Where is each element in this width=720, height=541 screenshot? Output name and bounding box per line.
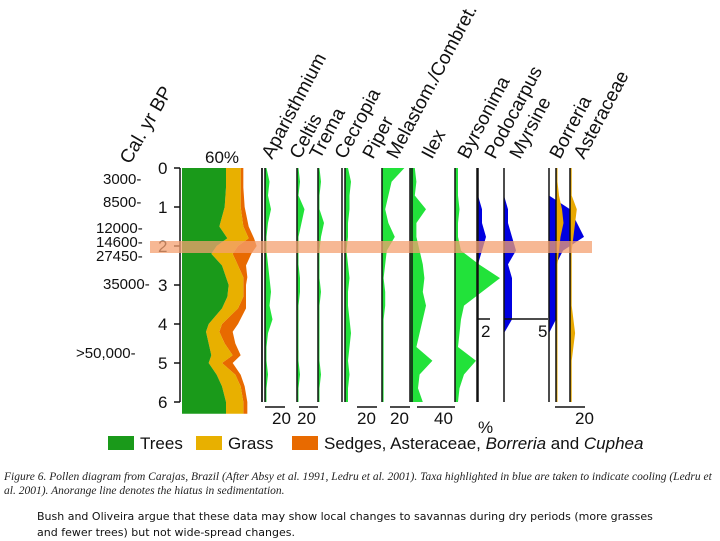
taxon-curve <box>555 168 564 402</box>
taxon-curve <box>296 168 305 402</box>
scale-label: 20 <box>575 409 594 428</box>
figure-caption: Figure 6. Pollen diagram from Carajas, B… <box>4 471 712 497</box>
taxon-curve <box>503 168 516 402</box>
scale-label: 5 <box>538 322 547 341</box>
taxon-curve <box>477 168 486 402</box>
age-label: 14600- <box>96 234 143 251</box>
age-label: 12000- <box>96 220 143 237</box>
grass-area <box>206 168 249 414</box>
taxon-curve <box>409 168 433 402</box>
sedges-area <box>219 168 257 414</box>
taxon-area <box>265 168 273 402</box>
taxon-area <box>345 168 351 402</box>
taxon-area <box>410 168 433 402</box>
age-label: 35000- <box>103 276 150 293</box>
taxon-headers: AparisthmiumCeltisTremaCecropiaPiperMela… <box>258 1 634 162</box>
legend-trees-swatch <box>108 436 134 450</box>
depth-tick-label: 0 <box>158 159 167 178</box>
percent-label: % <box>478 418 493 437</box>
legend-grass-label: Grass <box>228 434 273 453</box>
trees-area <box>182 168 229 414</box>
taxon-area <box>549 168 584 402</box>
taxon-curve <box>569 168 577 402</box>
depth-tick-label: 5 <box>158 354 167 373</box>
depth-tick-label: 1 <box>158 198 167 217</box>
taxon-curve <box>317 168 324 402</box>
taxon-header: Ilex <box>418 126 451 162</box>
legend-trees-label: Trees <box>140 434 183 453</box>
hiatus-line <box>150 241 592 253</box>
taxa-curves <box>261 168 584 402</box>
scale-label: 20 <box>357 409 376 428</box>
main-panel-header: 60% <box>205 148 239 167</box>
legend: Trees Grass Sedges, Asteraceae, Borreria… <box>108 434 643 453</box>
legend-sedges-swatch <box>292 436 318 450</box>
taxon-curve <box>344 168 351 402</box>
depth-tick-label: 4 <box>158 315 167 334</box>
y-axis-label: Cal. yr BP <box>116 83 177 168</box>
taxon-area <box>382 168 405 402</box>
depth-tick-label: 6 <box>158 393 167 412</box>
taxon-area <box>570 168 577 402</box>
age-label: 3000- <box>103 171 141 188</box>
age-label: >50,000- <box>76 345 136 362</box>
slide-note: Bush and Oliveira argue that these data … <box>37 510 653 539</box>
depth-axis: 0123456 <box>158 159 181 412</box>
scale-label: 20 <box>272 409 291 428</box>
age-label: 8500- <box>103 194 141 211</box>
legend-grass-swatch <box>196 436 222 450</box>
age-axis: 3000- 8500- 12000-14600-27450- 35000- >50,00… <box>76 171 150 362</box>
age-label: 27450- <box>96 248 143 265</box>
taxon-area <box>318 168 324 402</box>
taxon-curve <box>264 168 273 402</box>
main-stacked-panel <box>182 168 263 414</box>
taxon-area <box>297 168 305 402</box>
pollen-diagram: AparisthmiumCeltisTremaCecropiaPiperMela… <box>76 1 643 453</box>
taxon-area <box>504 168 516 402</box>
scale-label: 20 <box>390 409 409 428</box>
depth-tick-label: 3 <box>158 276 167 295</box>
scale-label: 40 <box>434 409 453 428</box>
scale-label: 20 <box>297 409 316 428</box>
taxon-area <box>556 168 564 402</box>
scale-labels: 20 20 20 20 40 2 5 20 <box>265 318 594 428</box>
scale-label: 2 <box>481 322 490 341</box>
legend-sedges-label: Sedges, Asteraceae, Borreria and Cuphea <box>324 434 643 453</box>
taxon-curve <box>548 168 584 402</box>
taxon-curve <box>381 168 405 402</box>
taxon-area <box>478 168 486 402</box>
